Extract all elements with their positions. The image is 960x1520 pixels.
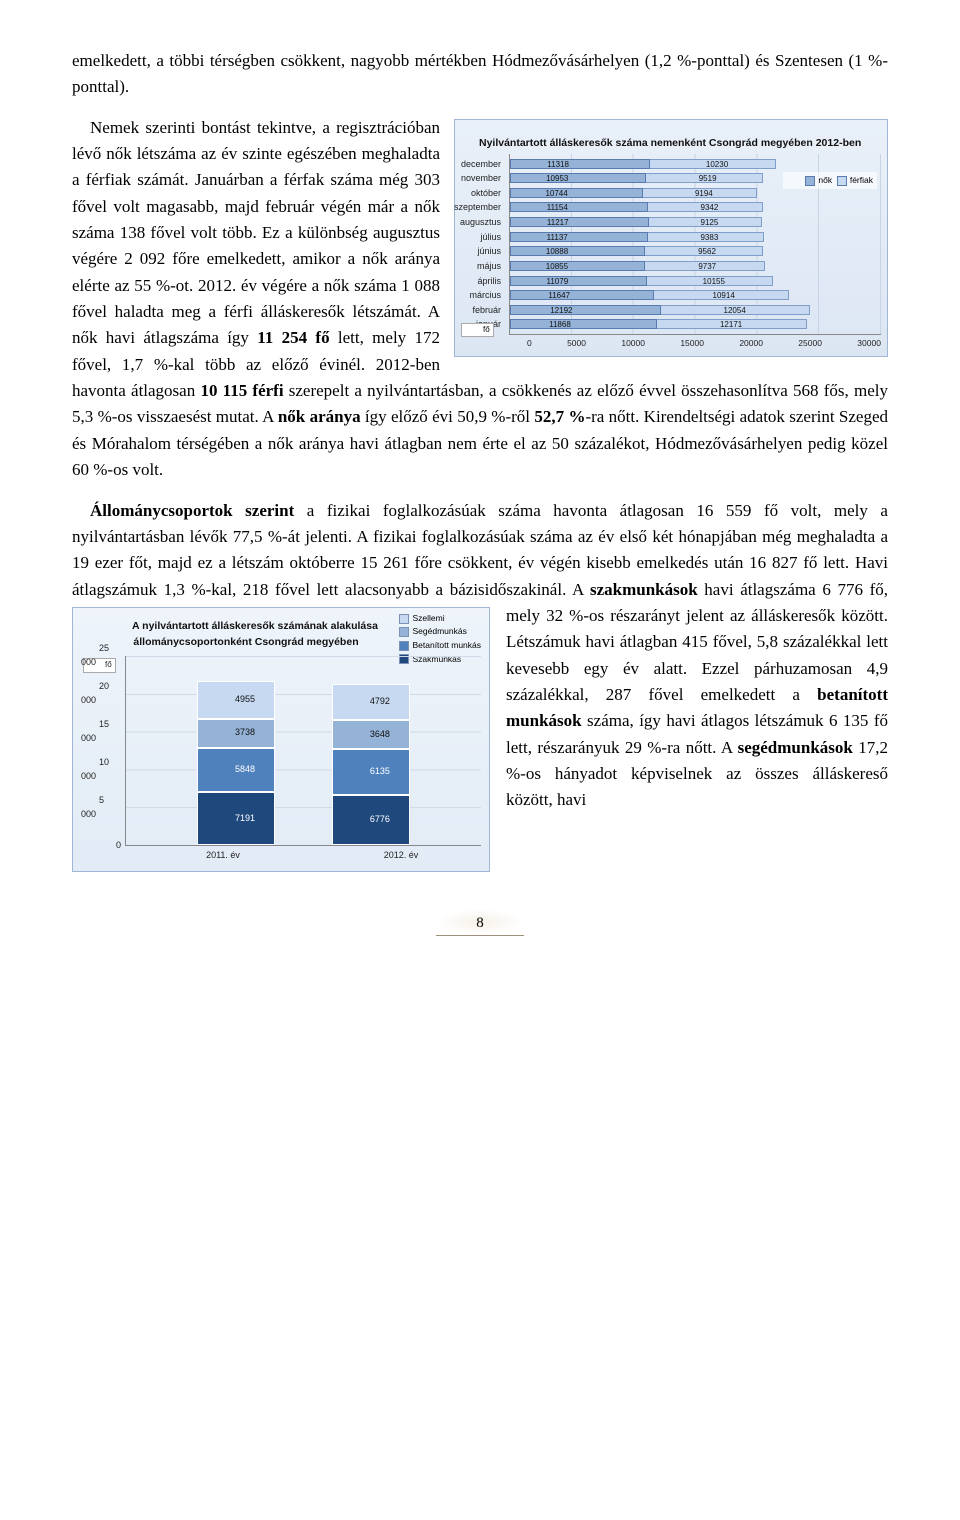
chart-1-unit: fő — [461, 323, 494, 337]
chart-1-month-label: szeptember — [436, 200, 505, 214]
chart-1-month-label: április — [459, 274, 505, 288]
chart-1-ylabels: decembernovemberoktóberszeptemberauguszt… — [461, 154, 509, 335]
chart-1-month-label: október — [453, 186, 505, 200]
para-2: Nyilvántartott álláskeresők száma nemenk… — [72, 115, 888, 484]
para-3: Állománycsoportok szerint a fizikai fogl… — [72, 498, 888, 814]
chart-1-month-label: június — [459, 244, 505, 258]
chart-1-title: Nyilvántartott álláskeresők száma nemenk… — [479, 137, 861, 149]
chart-2-xaxis: 2011. év2012. év — [125, 849, 481, 863]
chart-1-legend: nők férfiak — [783, 172, 877, 189]
page-number: 8 — [72, 912, 888, 935]
chart-1: Nyilvántartott álláskeresők száma nemenk… — [454, 119, 888, 358]
chart-1-month-label: február — [454, 303, 505, 317]
chart-1-month-label: július — [462, 230, 505, 244]
chart-1-month-label: november — [443, 171, 505, 185]
chart-2-plot: 71915848373849556776613536484792 — [125, 656, 481, 846]
chart-1-month-label: május — [459, 259, 505, 273]
chart-1-month-label: december — [443, 157, 505, 171]
chart-1-month-label: március — [451, 288, 505, 302]
chart-1-xaxis: 050001000015000200002500030000 — [509, 337, 881, 350]
chart-2: SzellemiSegédmunkásBetanított munkásSzak… — [72, 607, 490, 872]
chart-2-yaxis: fő 25 00020 00015 00010 0005 0000 — [81, 656, 125, 846]
para-1: emelkedett, a többi térségben csökkent, … — [72, 48, 888, 101]
chart-1-plot: nők férfiak 1131810230109539519107449194… — [509, 154, 881, 335]
chart-1-month-label: augusztus — [442, 215, 505, 229]
